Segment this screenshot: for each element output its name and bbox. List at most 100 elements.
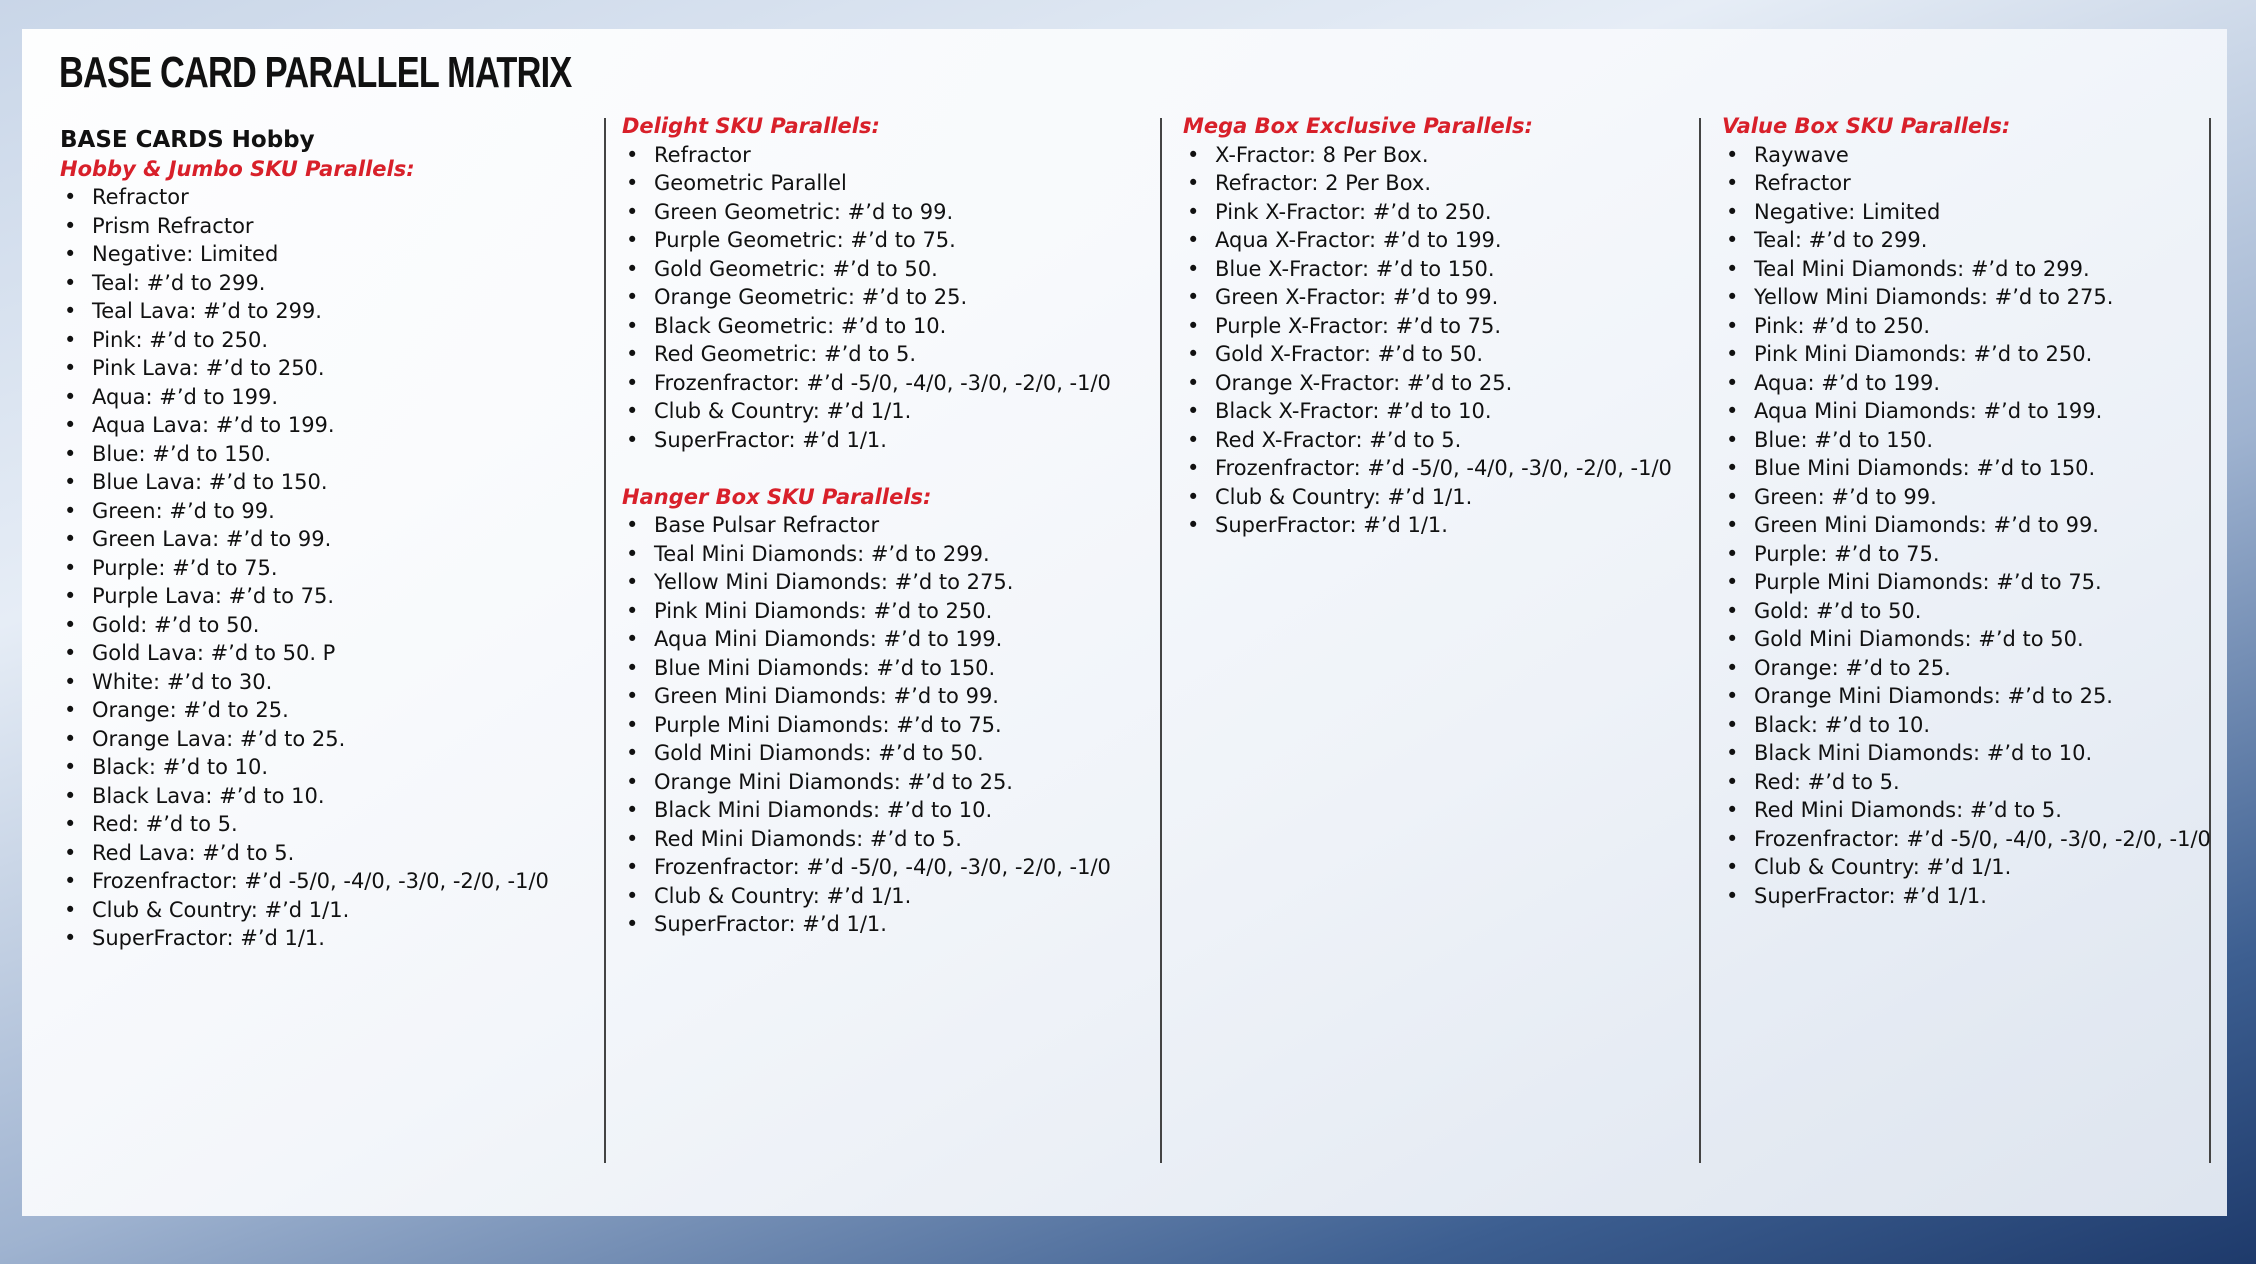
list-item: Club & Country: #’d 1/1. — [60, 896, 549, 925]
list-item: Aqua: #’d to 199. — [1722, 369, 2211, 398]
section: Hobby & Jumbo SKU Parallels:RefractorPri… — [60, 155, 549, 953]
list-item: Aqua Mini Diamonds: #’d to 199. — [622, 625, 1111, 654]
list-item: Green: #’d to 99. — [60, 497, 549, 526]
list-item: Geometric Parallel — [622, 169, 1111, 198]
list-item: SuperFractor: #’d 1/1. — [60, 924, 549, 953]
list-item: Yellow Mini Diamonds: #’d to 275. — [1722, 283, 2211, 312]
list-item: Aqua Mini Diamonds: #’d to 199. — [1722, 397, 2211, 426]
list-item: Black Mini Diamonds: #’d to 10. — [622, 796, 1111, 825]
section-heading: Hobby & Jumbo SKU Parallels: — [60, 156, 415, 181]
slide-title: BASE CARD PARALLEL MATRIX — [59, 48, 572, 97]
list-item: Orange Mini Diamonds: #’d to 25. — [622, 768, 1111, 797]
list-item: Green Lava: #’d to 99. — [60, 525, 549, 554]
list-item: Orange Lava: #’d to 25. — [60, 725, 549, 754]
list-item: Yellow Mini Diamonds: #’d to 275. — [622, 568, 1111, 597]
list-item: Negative: Limited — [1722, 198, 2211, 227]
list-item: Aqua Lava: #’d to 199. — [60, 411, 549, 440]
list-item: Refractor: 2 Per Box. — [1183, 169, 1672, 198]
list-item: Frozenfractor: #’d -5/0, -4/0, -3/0, -2/… — [1722, 825, 2211, 854]
column-divider — [1160, 118, 1162, 1163]
list-item: Purple: #’d to 75. — [60, 554, 549, 583]
section-heading: Delight SKU Parallels: — [622, 114, 880, 138]
list-item: Blue Lava: #’d to 150. — [60, 468, 549, 497]
list-item: Orange Geometric: #’d to 25. — [622, 283, 1111, 312]
list-item: Pink Mini Diamonds: #’d to 250. — [622, 597, 1111, 626]
list-item: Black X-Fractor: #’d to 10. — [1183, 397, 1672, 426]
list-item: Blue: #’d to 150. — [1722, 426, 2211, 455]
list-item: Club & Country: #’d 1/1. — [622, 882, 1111, 911]
list-item: Gold Geometric: #’d to 50. — [622, 255, 1111, 284]
list-item: Blue Mini Diamonds: #’d to 150. — [622, 654, 1111, 683]
list-item: Red X-Fractor: #’d to 5. — [1183, 426, 1672, 455]
list-item: Red Geometric: #’d to 5. — [622, 340, 1111, 369]
list-item: Red: #’d to 5. — [60, 810, 549, 839]
item-list: Base Pulsar RefractorTeal Mini Diamonds:… — [622, 511, 1111, 939]
item-list: RefractorGeometric ParallelGreen Geometr… — [622, 141, 1111, 455]
list-item: Black Mini Diamonds: #’d to 10. — [1722, 739, 2211, 768]
list-item: Gold: #’d to 50. — [60, 611, 549, 640]
list-item: X-Fractor: 8 Per Box. — [1183, 141, 1672, 170]
column: Delight SKU Parallels: RefractorGeometric… — [622, 112, 1111, 939]
list-item: Green: #’d to 99. — [1722, 483, 2211, 512]
list-item: Green Mini Diamonds: #’d to 99. — [622, 682, 1111, 711]
list-item: Black: #’d to 10. — [1722, 711, 2211, 740]
list-item: Purple Mini Diamonds: #’d to 75. — [1722, 568, 2211, 597]
section-heading: Hanger Box SKU Parallels: — [622, 484, 932, 509]
list-item: Pink X-Fractor: #’d to 250. — [1183, 198, 1672, 227]
column: Mega Box Exclusive Parallels: X-Fractor: … — [1183, 112, 1672, 540]
section-heading: Value Box SKU Parallels: — [1722, 114, 2011, 138]
list-item: SuperFractor: #’d 1/1. — [622, 426, 1111, 455]
list-item: Aqua: #’d to 199. — [60, 383, 549, 412]
list-item: Purple Lava: #’d to 75. — [60, 582, 549, 611]
list-item: Gold: #’d to 50. — [1722, 597, 2211, 626]
list-item: Purple Geometric: #’d to 75. — [622, 226, 1111, 255]
list-item: Frozenfractor: #’d -5/0, -4/0, -3/0, -2/… — [622, 853, 1111, 882]
list-item: Club & Country: #’d 1/1. — [1183, 483, 1672, 512]
section: Value Box SKU Parallels: RaywaveRefractor… — [1722, 112, 2211, 910]
list-item: Club & Country: #’d 1/1. — [622, 397, 1111, 426]
list-item: Red Mini Diamonds: #’d to 5. — [622, 825, 1111, 854]
list-item: Teal: #’d to 299. — [1722, 226, 2211, 255]
section: Hanger Box SKU Parallels:Base Pulsar Ref… — [622, 483, 1111, 939]
list-item: Green Geometric: #’d to 99. — [622, 198, 1111, 227]
list-item: Base Pulsar Refractor — [622, 511, 1111, 540]
list-item: Red Mini Diamonds: #’d to 5. — [1722, 796, 2211, 825]
list-item: Orange: #’d to 25. — [60, 696, 549, 725]
list-item: Purple X-Fractor: #’d to 75. — [1183, 312, 1672, 341]
list-item: Refractor — [1722, 169, 2211, 198]
list-item: Club & Country: #’d 1/1. — [1722, 853, 2211, 882]
list-item: Gold X-Fractor: #’d to 50. — [1183, 340, 1672, 369]
list-item: Prism Refractor — [60, 212, 549, 241]
item-list: X-Fractor: 8 Per Box.Refractor: 2 Per Bo… — [1183, 141, 1672, 540]
column-divider — [1699, 118, 1701, 1163]
list-item: Teal Lava: #’d to 299. — [60, 297, 549, 326]
list-item: White: #’d to 30. — [60, 668, 549, 697]
section: Mega Box Exclusive Parallels: X-Fractor: … — [1183, 112, 1672, 540]
list-item: Black: #’d to 10. — [60, 753, 549, 782]
section-heading: Mega Box Exclusive Parallels: — [1183, 114, 1533, 138]
list-item: Red Lava: #’d to 5. — [60, 839, 549, 868]
list-item: SuperFractor: #’d 1/1. — [1183, 511, 1672, 540]
list-item: Black Lava: #’d to 10. — [60, 782, 549, 811]
list-item: Blue X-Fractor: #’d to 150. — [1183, 255, 1672, 284]
list-item: SuperFractor: #’d 1/1. — [1722, 882, 2211, 911]
list-item: Orange Mini Diamonds: #’d to 25. — [1722, 682, 2211, 711]
list-item: Negative: Limited — [60, 240, 549, 269]
list-item: Purple: #’d to 75. — [1722, 540, 2211, 569]
list-item: Red: #’d to 5. — [1722, 768, 2211, 797]
list-item: Gold Mini Diamonds: #’d to 50. — [622, 739, 1111, 768]
column-divider — [604, 118, 606, 1163]
list-item: Gold Lava: #’d to 50. P — [60, 639, 549, 668]
list-item: Raywave — [1722, 141, 2211, 170]
list-item: Green Mini Diamonds: #’d to 99. — [1722, 511, 2211, 540]
list-item: SuperFractor: #’d 1/1. — [622, 910, 1111, 939]
list-item: Aqua X-Fractor: #’d to 199. — [1183, 226, 1672, 255]
column: BASE CARDS Hobby Hobby & Jumbo SKU Parall… — [60, 126, 549, 953]
item-list: RefractorPrism RefractorNegative: Limite… — [60, 183, 549, 953]
list-item: Refractor — [622, 141, 1111, 170]
list-item: Orange X-Fractor: #’d to 25. — [1183, 369, 1672, 398]
list-item: Teal Mini Diamonds: #’d to 299. — [1722, 255, 2211, 284]
list-item: Pink Lava: #’d to 250. — [60, 354, 549, 383]
list-item: Gold Mini Diamonds: #’d to 50. — [1722, 625, 2211, 654]
